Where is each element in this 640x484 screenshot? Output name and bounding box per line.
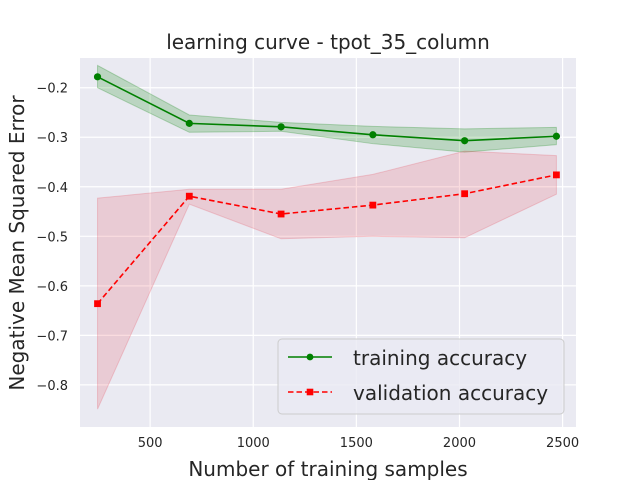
x-tick-label: 500: [138, 436, 163, 451]
validation-accuracy-point: [369, 201, 377, 209]
training-accuracy-band: [97, 64, 557, 153]
legend-validation-marker: [306, 388, 314, 396]
training-accuracy-point: [185, 119, 193, 127]
validation-accuracy-point: [94, 300, 101, 308]
training-accuracy-point: [552, 132, 561, 140]
y-tick-label: −0.2: [36, 82, 68, 97]
validation-accuracy-line: [96, 174, 557, 305]
line-layer: [93, 73, 561, 308]
chart-title: learning curve - tpot_35_column: [166, 30, 490, 54]
validation-accuracy-point: [461, 190, 469, 198]
validation-accuracy-band: [97, 150, 557, 410]
x-tick-label: 1500: [340, 436, 373, 451]
x-tick-label: 2000: [443, 436, 476, 451]
training-accuracy-point: [461, 137, 469, 145]
legend-training-label: training accuracy: [353, 346, 527, 370]
y-tick-label: −0.4: [36, 181, 68, 196]
x-axis-label: Number of training samples: [188, 457, 467, 480]
legend-validation-label: validation accuracy: [353, 381, 548, 405]
band-layer: [97, 64, 557, 410]
y-tick-label: −0.6: [36, 280, 68, 295]
validation-accuracy-point: [277, 210, 285, 218]
x-tick-label: 1000: [237, 436, 270, 451]
y-tick-label: −0.3: [36, 131, 68, 146]
tick-layer: 500 1000 1500 2000 2500 −0.8 −0.7 −0.6 −0.5 −0.4 −…: [36, 82, 579, 451]
y-tick-label: −0.8: [36, 379, 68, 394]
legend-box: [277, 338, 565, 415]
legend: training accuracy validation accuracy: [277, 338, 565, 415]
y-tick-label: −0.7: [36, 329, 68, 344]
y-axis-label: Negative Mean Squared Error: [5, 95, 29, 391]
training-accuracy-point: [369, 131, 377, 139]
validation-accuracy-point: [185, 192, 193, 200]
validation-accuracy-point: [553, 171, 560, 179]
y-tick-label: −0.5: [36, 230, 68, 245]
training-accuracy-point: [93, 73, 102, 81]
training-accuracy-point: [277, 123, 285, 131]
legend-training-marker: [306, 353, 314, 361]
x-tick-label: 2500: [546, 436, 579, 451]
training-accuracy-line: [97, 76, 557, 142]
grid-layer: [80, 58, 576, 427]
